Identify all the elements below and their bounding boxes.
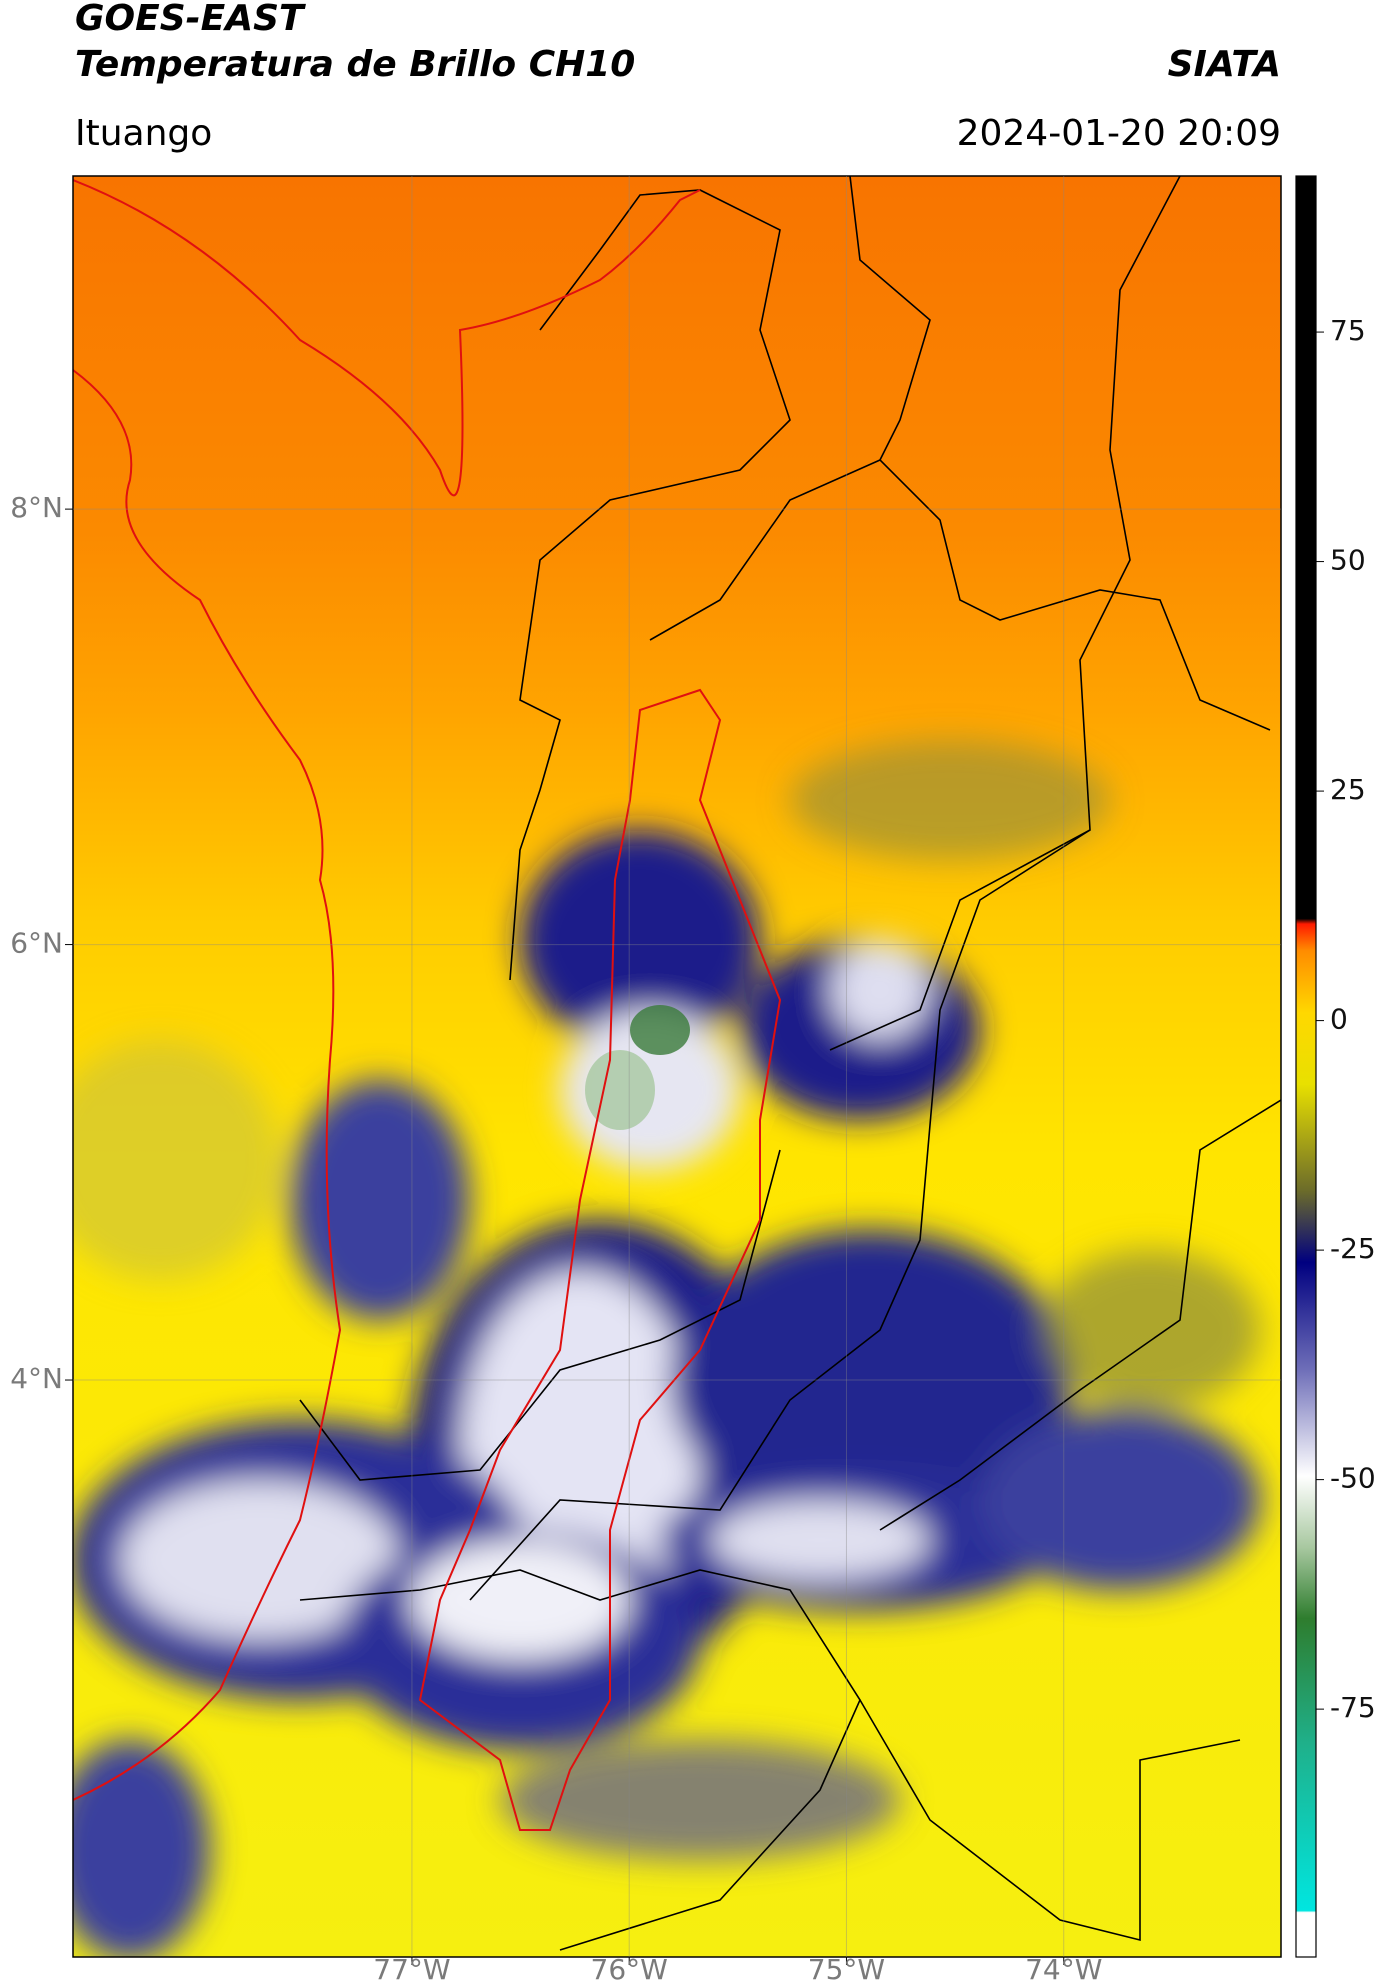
y-tick-label: 8°N (10, 491, 63, 524)
y-tick-label: 6°N (10, 927, 63, 960)
map-frame (72, 175, 1282, 1958)
axes: 77°W 76°W 75°W 74°W 8°N 6°N 4°N -75 -50 -25 0 25 50 7… (10, 176, 1376, 1985)
map (73, 176, 1281, 1957)
title: GOES-EAST (75, 0, 306, 39)
colorbar-label: 50 (1330, 544, 1366, 577)
colorbar-label: 75 (1330, 314, 1366, 347)
colorbar-label: 25 (1330, 773, 1366, 806)
x-tick-label: 75°W (808, 1953, 885, 1981)
x-tick-label: 74°W (1025, 1953, 1102, 1981)
subtitle: Temperatura de Brillo CH10 (75, 44, 635, 85)
colorbar-label: 0 (1330, 1003, 1348, 1036)
location: Ituango (75, 113, 212, 154)
x-tick-label: 77°W (373, 1953, 450, 1981)
colorbar-label: -75 (1330, 1691, 1376, 1724)
colorbar-label: -50 (1330, 1462, 1376, 1495)
colorbar (1295, 175, 1317, 1958)
source: SIATA (1168, 44, 1281, 85)
x-tick-label: 76°W (591, 1953, 668, 1981)
colorbar-label: -25 (1330, 1232, 1376, 1265)
y-tick-label: 4°N (10, 1362, 63, 1395)
datetime: 2024-01-20 20:09 (957, 113, 1281, 154)
